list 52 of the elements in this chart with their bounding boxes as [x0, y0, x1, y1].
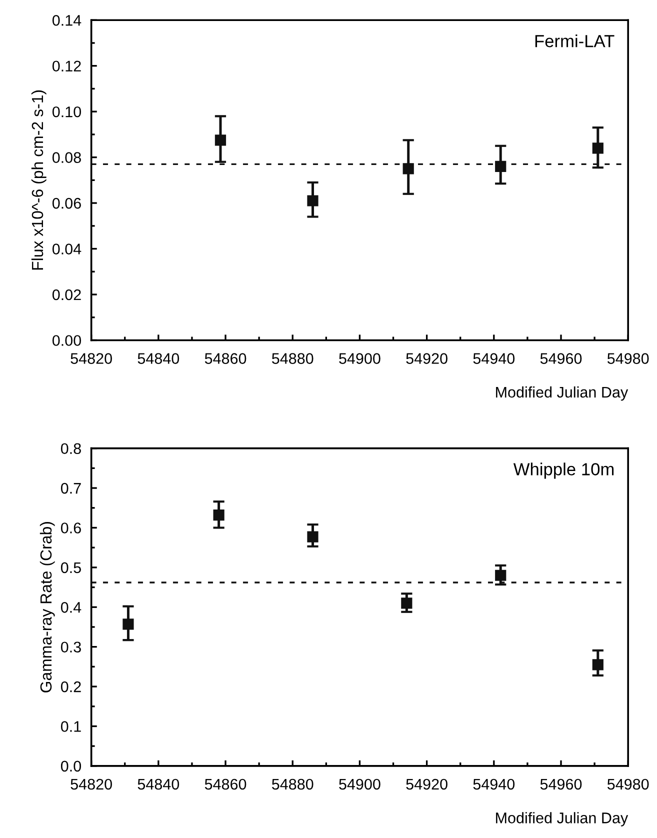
x-tick-label: 54820 [70, 353, 112, 364]
point [401, 598, 412, 609]
y-tick-label: 0.0 [60, 760, 82, 772]
x-tick-label: 54840 [138, 778, 180, 790]
x-tick-label: 54900 [339, 778, 380, 790]
x-tick-label: 54960 [540, 353, 582, 364]
y-tick-label: 0.5 [60, 562, 81, 574]
point [122, 618, 134, 630]
y-tick-label: 0.8 [60, 443, 81, 454]
point [495, 570, 506, 581]
x-tick-label: 54920 [406, 778, 448, 790]
x-tick-label: 54880 [272, 778, 314, 790]
point [307, 531, 318, 542]
y-tick-label: 0.00 [52, 335, 82, 346]
point [213, 509, 224, 521]
point [592, 142, 604, 154]
x-tick-label: 54900 [339, 353, 380, 364]
y-tick-label: 0.4 [60, 602, 82, 613]
y-tick-label: 0.7 [60, 482, 81, 494]
point [495, 160, 506, 172]
x-tick-label: 54860 [204, 778, 246, 790]
x-tick-label: 54820 [70, 778, 112, 790]
annotation: Fermi-LAT [535, 34, 614, 48]
annotation: Whipple 10m [513, 462, 614, 479]
y-tick-label: 0.04 [52, 244, 82, 254]
x-tick-label: 54980 [607, 353, 649, 364]
y-tick-label: 0.14 [52, 14, 82, 26]
x-tick-label: 54940 [473, 778, 515, 790]
x-tick-label: 54880 [272, 353, 314, 364]
y-tick-label: 0.1 [60, 721, 81, 732]
x-tick-label: 54980 [607, 778, 649, 790]
y-axis-title: Gamma-ray Rate (Crab) [40, 522, 55, 692]
y-tick-label: 0.2 [60, 681, 81, 692]
x-axis-title: Modified Julian Day [496, 386, 628, 401]
y-tick-label: 0.08 [52, 152, 81, 163]
x-tick-label: 54860 [204, 353, 246, 364]
y-tick-label: 0.10 [52, 106, 82, 118]
point [402, 163, 414, 174]
point [592, 659, 604, 670]
y-tick-label: 0.06 [52, 198, 81, 209]
x-axis-title: Modified Julian Day [496, 812, 628, 826]
x-tick-label: 54940 [473, 353, 515, 364]
x-tick-label: 54960 [540, 778, 582, 790]
x-tick-label: 54920 [406, 353, 448, 364]
y-tick-label: 0.12 [52, 60, 81, 72]
point [214, 134, 226, 146]
y-axis-title: Flux x10^-6 (ph cm-2 s-1) [31, 90, 46, 270]
y-tick-label: 0.3 [60, 642, 81, 653]
point [307, 195, 318, 206]
x-tick-label: 54840 [138, 353, 180, 364]
y-tick-label: 0.6 [60, 522, 81, 534]
y-tick-label: 0.02 [52, 289, 81, 300]
